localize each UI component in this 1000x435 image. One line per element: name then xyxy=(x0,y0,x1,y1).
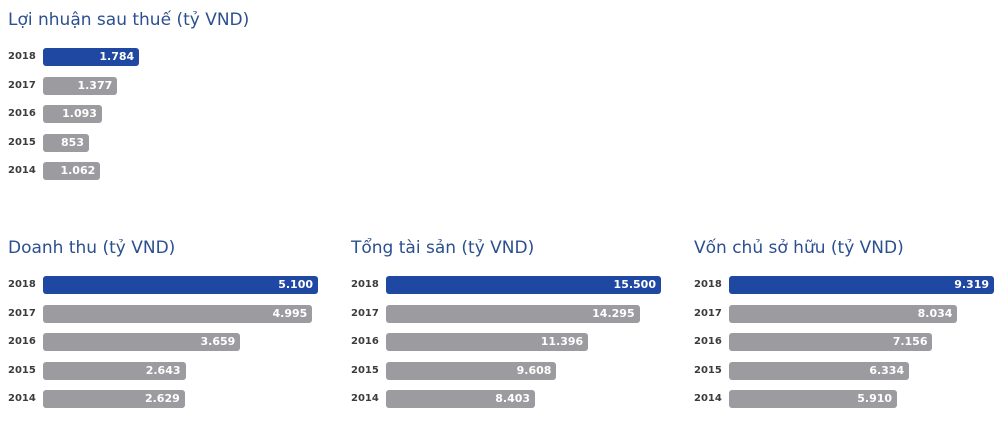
bar-value-label: 1.093 xyxy=(62,107,97,120)
bar-value-label: 1.377 xyxy=(77,78,113,92)
bar-2014: 2.629 xyxy=(43,390,185,408)
bar-value-label: 14.295 xyxy=(592,306,635,320)
bar-2016: 7.156 xyxy=(729,333,933,351)
category-label: 2014 xyxy=(351,393,379,404)
bar-value-label: 853 xyxy=(61,135,84,149)
category-label: 2016 xyxy=(8,108,36,119)
bar-2014: 1.062 xyxy=(43,162,101,180)
bar-2017: 1.377 xyxy=(43,76,118,95)
bar-value-label: 1.062 xyxy=(60,164,96,177)
bar-value-label: 2.643 xyxy=(145,363,181,377)
bar-value-label: 3.659 xyxy=(200,335,236,348)
category-label: 2016 xyxy=(694,336,722,347)
bar-2015: 9.608 xyxy=(386,361,557,380)
category-label: 2018 xyxy=(8,51,36,62)
chart-title: Vốn chủ sở hữu (tỷ VND) xyxy=(694,238,904,258)
category-label: 2015 xyxy=(8,364,36,376)
bar-2014: 5.910 xyxy=(729,390,898,408)
category-label: 2017 xyxy=(694,307,722,319)
chart-title: Doanh thu (tỷ VND) xyxy=(8,238,176,258)
bar-value-label: 9.608 xyxy=(516,363,552,377)
chart-title: Lợi nhuận sau thuế (tỷ VND) xyxy=(8,10,250,30)
chart-title: Tổng tài sản (tỷ VND) xyxy=(351,238,535,258)
bar-value-label: 11.396 xyxy=(540,335,584,348)
bar-value-label: 15.500 xyxy=(613,278,656,291)
bar-value-label: 1.784 xyxy=(99,50,135,63)
bar-2018: 1.784 xyxy=(43,48,140,66)
bar-2015: 853 xyxy=(43,133,89,152)
bar-2016: 1.093 xyxy=(43,105,102,123)
bar-value-label: 5.910 xyxy=(857,392,893,405)
bar-2014: 8.403 xyxy=(386,390,536,408)
bar-2015: 2.643 xyxy=(43,361,186,380)
category-label: 2017 xyxy=(351,307,379,319)
category-label: 2014 xyxy=(8,393,36,404)
category-label: 2015 xyxy=(694,364,722,376)
category-label: 2015 xyxy=(351,364,379,376)
bar-2015: 6.334 xyxy=(729,361,910,380)
category-label: 2014 xyxy=(694,393,722,404)
category-label: 2018 xyxy=(351,279,379,290)
bar-value-label: 5.100 xyxy=(278,278,313,291)
bar-2016: 3.659 xyxy=(43,333,241,351)
category-label: 2018 xyxy=(694,279,722,290)
bar-value-label: 6.334 xyxy=(869,363,905,377)
bar-2018: 5.100 xyxy=(43,276,318,294)
bar-2017: 8.034 xyxy=(729,304,958,323)
category-label: 2014 xyxy=(8,165,36,176)
category-label: 2017 xyxy=(8,79,36,91)
bar-2017: 4.995 xyxy=(43,304,313,323)
bar-value-label: 4.995 xyxy=(272,306,308,320)
bar-value-label: 2.629 xyxy=(144,392,180,405)
bar-2018: 9.319 xyxy=(729,276,994,294)
category-label: 2016 xyxy=(8,336,36,347)
category-label: 2015 xyxy=(8,136,36,148)
bar-2016: 11.396 xyxy=(386,333,589,351)
bar-value-label: 8.034 xyxy=(917,306,953,320)
bar-2017: 14.295 xyxy=(386,304,640,323)
bar-2018: 15.500 xyxy=(386,276,661,294)
category-label: 2017 xyxy=(8,307,36,319)
bar-value-label: 7.156 xyxy=(892,335,928,348)
category-label: 2016 xyxy=(351,336,379,347)
bar-value-label: 9.319 xyxy=(954,278,989,291)
bar-value-label: 8.403 xyxy=(495,392,531,405)
category-label: 2018 xyxy=(8,279,36,290)
